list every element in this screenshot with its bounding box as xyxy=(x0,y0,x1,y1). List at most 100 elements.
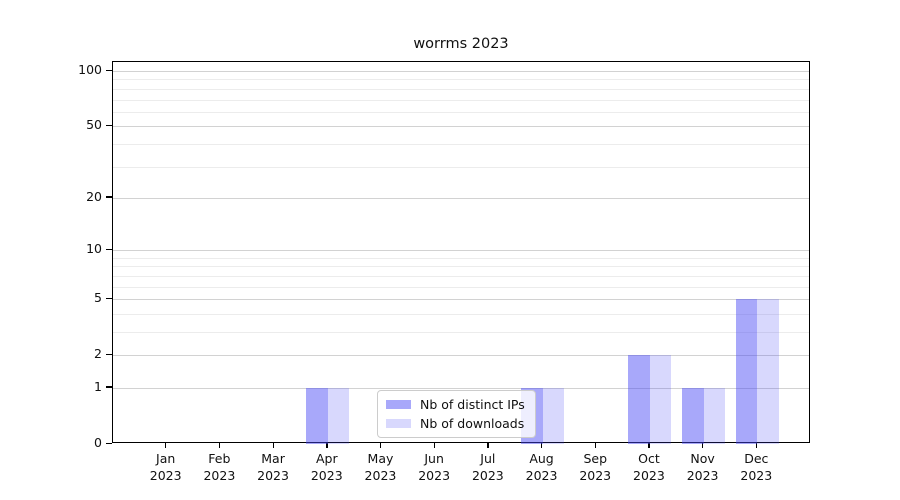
x-tick-month: Jan xyxy=(156,451,176,466)
chart-title: worrms 2023 xyxy=(413,36,509,52)
gridline-minor xyxy=(113,99,809,101)
x-tick-mark xyxy=(379,443,382,448)
gridline-minor xyxy=(113,79,809,81)
x-tick-label: May 2023 xyxy=(365,450,397,484)
y-tick-label: 100 xyxy=(78,62,102,78)
legend-label: Nb of downloads xyxy=(420,416,525,431)
y-tick-mark xyxy=(106,69,112,71)
y-tick-label: 10 xyxy=(86,241,102,257)
legend: Nb of distinct IPs Nb of downloads xyxy=(377,390,536,438)
x-tick-month: May xyxy=(367,451,394,466)
bar xyxy=(682,387,704,444)
y-tick-label: 1 xyxy=(94,378,102,394)
y-tick-label: 50 xyxy=(86,117,102,133)
bar xyxy=(542,387,564,444)
x-tick-mark xyxy=(755,443,758,448)
legend-label: Nb of distinct IPs xyxy=(420,397,525,412)
x-tick-year: 2023 xyxy=(203,468,236,483)
gridline-major xyxy=(113,355,809,357)
bar xyxy=(757,299,779,444)
y-tick-mark xyxy=(106,442,112,444)
gridline-minor xyxy=(113,88,809,90)
x-tick-month: Jul xyxy=(480,451,496,466)
gridline-major xyxy=(113,71,809,73)
legend-entry: Nb of downloads xyxy=(386,415,525,432)
x-tick-year: 2023 xyxy=(418,468,451,483)
y-tick-mark xyxy=(106,386,112,388)
y-tick-mark xyxy=(106,297,112,299)
bar xyxy=(703,387,726,444)
x-tick-month: Apr xyxy=(315,451,338,466)
x-tick-month: Feb xyxy=(208,451,231,466)
x-tick-mark xyxy=(165,443,167,448)
x-tick-label: Jan 2023 xyxy=(150,450,182,484)
gridline-major xyxy=(113,126,809,128)
bar xyxy=(628,355,650,444)
x-tick-year: 2023 xyxy=(149,468,182,483)
gridline-major xyxy=(113,250,809,252)
y-tick-label: 2 xyxy=(94,346,102,362)
x-tick-mark xyxy=(487,443,489,448)
x-tick-label: Aug 2023 xyxy=(526,450,558,484)
y-tick-label: 5 xyxy=(94,290,102,306)
x-tick-label: Sep 2023 xyxy=(579,450,611,484)
bar xyxy=(327,387,350,444)
x-tick-label: Dec 2023 xyxy=(740,450,772,484)
y-tick-label: 0 xyxy=(94,435,102,450)
x-tick-mark xyxy=(272,443,274,448)
gridline-major xyxy=(113,197,809,199)
x-tick-month: Sep xyxy=(583,451,607,466)
x-tick-label: Oct 2023 xyxy=(633,450,665,484)
x-tick-mark xyxy=(218,443,221,448)
gridline-minor xyxy=(113,313,809,315)
x-tick-month: Jun xyxy=(424,451,444,466)
x-tick-year: 2023 xyxy=(471,468,504,483)
gridline-major xyxy=(113,299,809,301)
bar xyxy=(649,355,672,444)
x-tick-label: Mar 2023 xyxy=(257,450,289,484)
x-tick-mark xyxy=(326,443,328,448)
x-tick-label: Jul 2023 xyxy=(472,450,504,484)
legend-swatch xyxy=(386,400,411,409)
bar xyxy=(735,299,758,444)
x-tick-mark xyxy=(433,443,435,448)
x-tick-mark xyxy=(702,443,704,448)
gridline-minor xyxy=(113,331,809,333)
x-tick-month: Nov xyxy=(690,451,715,466)
gridline-minor xyxy=(113,286,809,288)
x-tick-mark xyxy=(594,443,597,448)
gridline-minor xyxy=(113,111,809,113)
x-tick-mark xyxy=(648,443,650,448)
gridline-major xyxy=(113,387,809,389)
x-tick-year: 2023 xyxy=(364,468,397,483)
x-tick-month: Mar xyxy=(261,451,285,466)
x-tick-year: 2023 xyxy=(633,468,665,483)
x-tick-month: Dec xyxy=(744,451,769,466)
x-tick-label: Nov 2023 xyxy=(687,450,719,484)
gridline-minor xyxy=(113,257,809,259)
bar xyxy=(306,387,328,444)
gridline-minor xyxy=(113,266,809,268)
y-tick-mark xyxy=(106,196,112,198)
x-tick-label: Apr 2023 xyxy=(311,450,343,484)
x-tick-month: Aug xyxy=(529,451,554,466)
plot-area xyxy=(112,61,810,444)
y-tick-mark xyxy=(106,248,112,251)
gridline-minor xyxy=(113,275,809,277)
gridline-minor xyxy=(113,143,809,145)
x-tick-year: 2023 xyxy=(525,468,558,483)
y-tick-mark xyxy=(106,124,112,127)
y-tick-label: 20 xyxy=(86,188,102,204)
legend-swatch xyxy=(386,419,411,428)
gridline-minor xyxy=(113,166,809,168)
y-tick-mark xyxy=(106,353,112,356)
x-tick-year: 2023 xyxy=(579,468,612,483)
x-tick-label: Jun 2023 xyxy=(418,450,450,484)
x-tick-month: Oct xyxy=(638,451,660,466)
x-tick-label: Feb 2023 xyxy=(203,450,235,484)
x-tick-year: 2023 xyxy=(257,468,289,483)
x-tick-year: 2023 xyxy=(740,468,773,483)
legend-entry: Nb of distinct IPs xyxy=(386,396,525,413)
x-tick-mark xyxy=(541,443,543,448)
